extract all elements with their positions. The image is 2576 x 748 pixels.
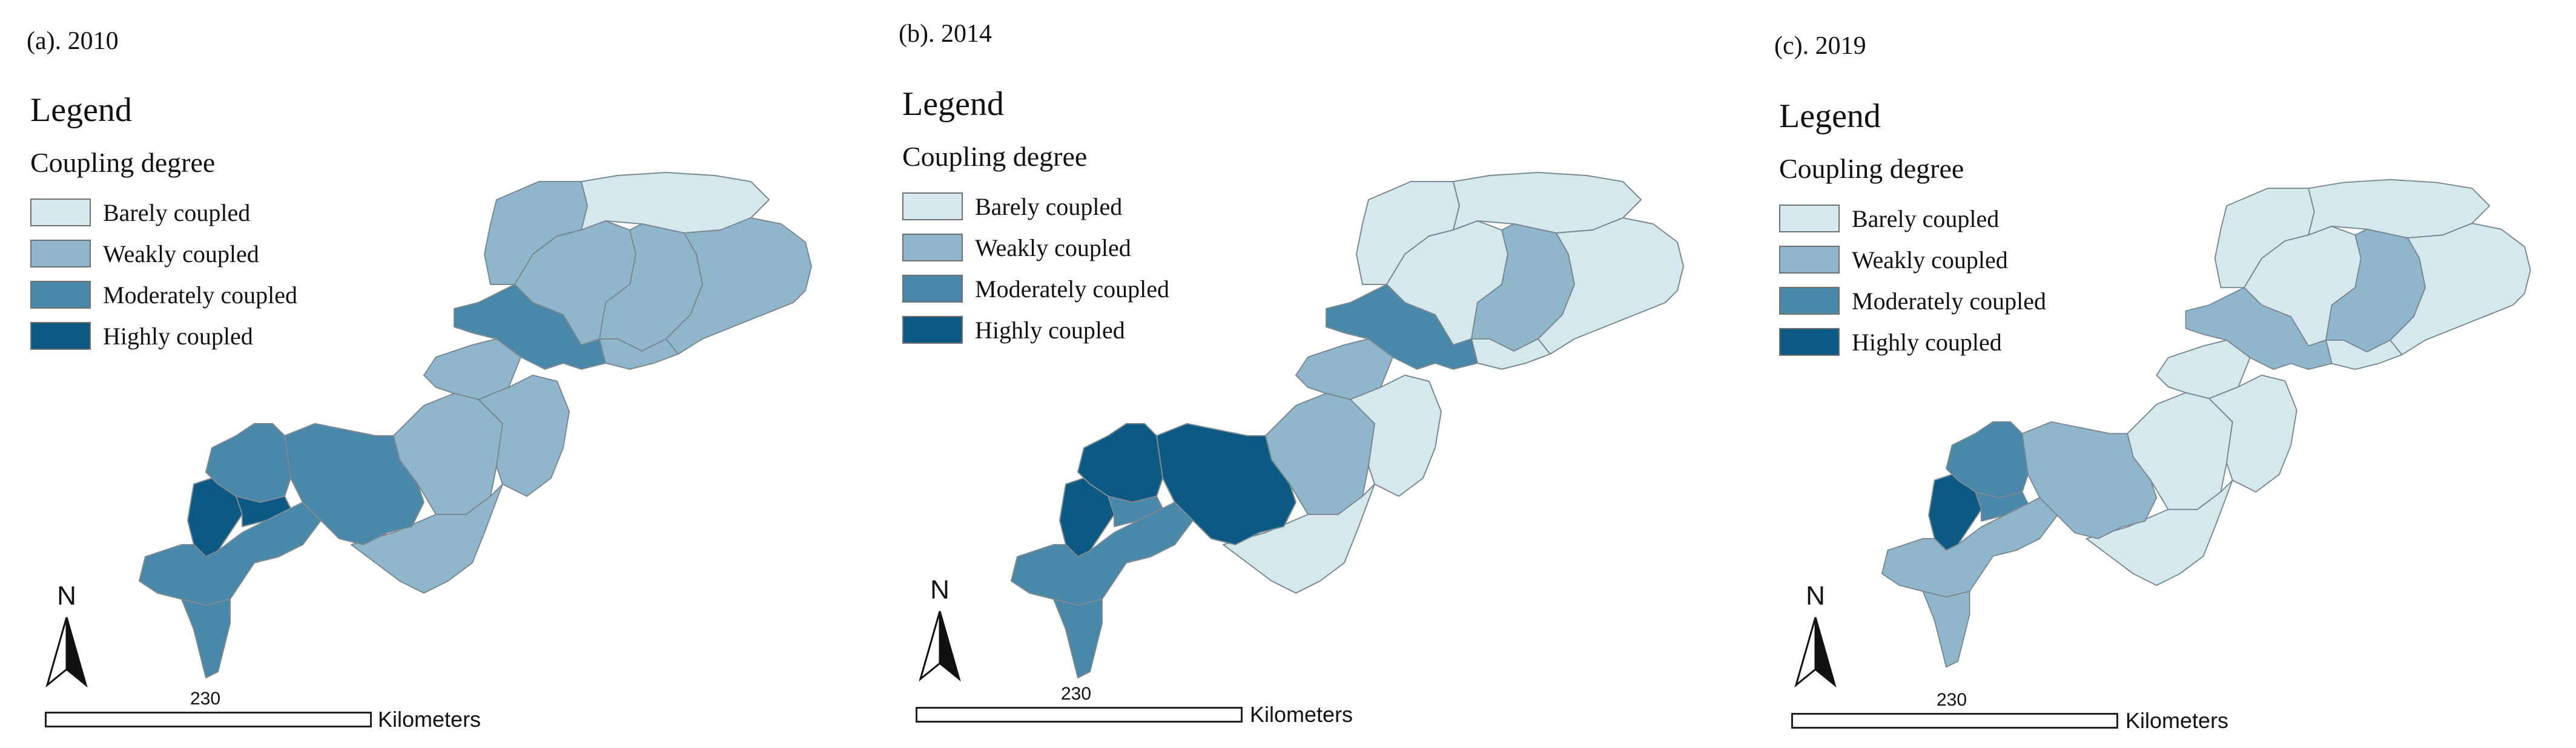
legend-label: Highly coupled	[975, 316, 1125, 344]
scale-value: 230	[1061, 684, 1092, 704]
north-letter: N	[57, 581, 76, 611]
scale-bar-rect	[1791, 713, 2118, 729]
north-arrow: N	[916, 575, 964, 687]
legend-item-highly: Highly coupled	[30, 315, 297, 356]
scale-unit: Kilometers	[2125, 708, 2229, 733]
north-arrow-icon	[919, 611, 961, 682]
north-letter: N	[1806, 581, 1825, 611]
panel-2010: (a). 2010 Legend Coupling degree Barely …	[0, 0, 859, 748]
panel-title: (a). 2010	[27, 27, 119, 55]
swatch-highly	[902, 316, 963, 344]
swatch-weakly	[902, 234, 963, 261]
map-2019	[1881, 179, 2531, 668]
legend-label: Highly coupled	[1852, 328, 2002, 356]
region-center-hub	[1326, 284, 1478, 370]
legend-label: Barely coupled	[1852, 205, 2000, 232]
region-mid-s	[351, 484, 503, 594]
region-ne-east	[665, 217, 812, 355]
swatch-barely	[902, 192, 963, 220]
legend-item-moderately: Moderately coupled	[902, 268, 1169, 309]
swatch-highly	[1779, 328, 1840, 356]
legend-subtitle: Coupling degree	[1779, 153, 1964, 184]
legend-label: Moderately coupled	[975, 275, 1169, 303]
region-mid-e	[1350, 375, 1442, 497]
swatch-barely	[1779, 205, 1840, 232]
legend-title: Legend	[902, 85, 1004, 123]
swatch-weakly	[1779, 246, 1840, 274]
legend-item-highly: Highly coupled	[1779, 321, 2046, 363]
legend-item-weakly: Weakly coupled	[902, 227, 1169, 268]
legend-title: Legend	[1779, 97, 1881, 135]
legend-label: Highly coupled	[103, 322, 253, 350]
region-ne-east	[2389, 223, 2531, 356]
scale-unit: Kilometers	[1250, 702, 1353, 727]
scale-value: 230	[1937, 690, 1967, 710]
legend: Legend Coupling degree Barely coupled We…	[1779, 97, 2046, 363]
swatch-moderately	[30, 281, 91, 309]
legend-item-barely: Barely coupled	[30, 192, 297, 233]
region-sw-core	[1928, 473, 1982, 551]
region-mid-e	[2208, 374, 2297, 493]
legend-item-barely: Barely coupled	[1779, 198, 2046, 239]
north-arrow-icon	[45, 617, 88, 688]
swatch-moderately	[902, 275, 963, 303]
legend-label: Moderately coupled	[1852, 287, 2046, 315]
legend-label: Weakly coupled	[103, 240, 259, 267]
legend: Legend Coupling degree Barely coupled We…	[30, 91, 297, 356]
region-ne-east	[1537, 217, 1684, 355]
scale-value: 230	[190, 689, 221, 709]
legend-items: Barely coupled Weakly coupled Moderately…	[1779, 198, 2046, 363]
legend-items: Barely coupled Weakly coupled Moderately…	[902, 186, 1169, 350]
map-2010	[139, 172, 812, 678]
legend-items: Barely coupled Weakly coupled Moderately…	[30, 192, 297, 356]
legend-item-weakly: Weakly coupled	[30, 233, 297, 274]
legend-label: Barely coupled	[103, 198, 251, 226]
panel-title: (b). 2014	[899, 20, 992, 48]
legend-subtitle: Coupling degree	[902, 141, 1088, 172]
legend-item-highly: Highly coupled	[902, 309, 1169, 350]
region-sw-core	[187, 477, 243, 557]
region-center-hub	[454, 284, 606, 370]
legend-item-moderately: Moderately coupled	[1779, 280, 2046, 321]
legend-label: Weakly coupled	[975, 234, 1131, 261]
region-mid-s	[1223, 484, 1375, 594]
region-sw-tail	[1922, 590, 1970, 668]
legend-item-weakly: Weakly coupled	[1779, 239, 2046, 280]
region-sw-tail	[181, 599, 231, 678]
region-mid-s	[2086, 479, 2233, 586]
panel-2014: (b). 2014 Legend Coupling degree Barely …	[872, 0, 1731, 748]
map-2014	[1011, 172, 1684, 678]
legend-item-barely: Barely coupled	[902, 186, 1169, 227]
north-arrow-icon	[1794, 617, 1837, 688]
north-arrow: N	[1791, 581, 1840, 693]
legend-title: Legend	[30, 91, 132, 129]
legend-label: Moderately coupled	[103, 281, 297, 309]
legend-label: Weakly coupled	[1852, 246, 2008, 274]
swatch-barely	[30, 198, 91, 226]
north-letter: N	[930, 575, 949, 605]
legend: Legend Coupling degree Barely coupled We…	[902, 85, 1169, 350]
legend-subtitle: Coupling degree	[30, 147, 216, 178]
region-sw-tail	[1053, 599, 1103, 678]
north-arrow: N	[42, 581, 91, 693]
region-mid-e	[478, 375, 570, 497]
scale-unit: Kilometers	[378, 707, 481, 732]
region-sw-core	[1059, 477, 1115, 557]
legend-label: Barely coupled	[975, 192, 1123, 220]
panel-2019: (c). 2019 Legend Coupling degree Barely …	[1748, 0, 2576, 748]
swatch-highly	[30, 322, 91, 350]
scale-bar-rect	[45, 712, 372, 727]
scale-bar-rect	[916, 707, 1243, 723]
swatch-moderately	[1779, 287, 1840, 315]
region-center-hub	[2185, 287, 2333, 370]
swatch-weakly	[30, 240, 91, 267]
legend-item-moderately: Moderately coupled	[30, 274, 297, 315]
panel-title: (c). 2019	[1774, 32, 1866, 60]
